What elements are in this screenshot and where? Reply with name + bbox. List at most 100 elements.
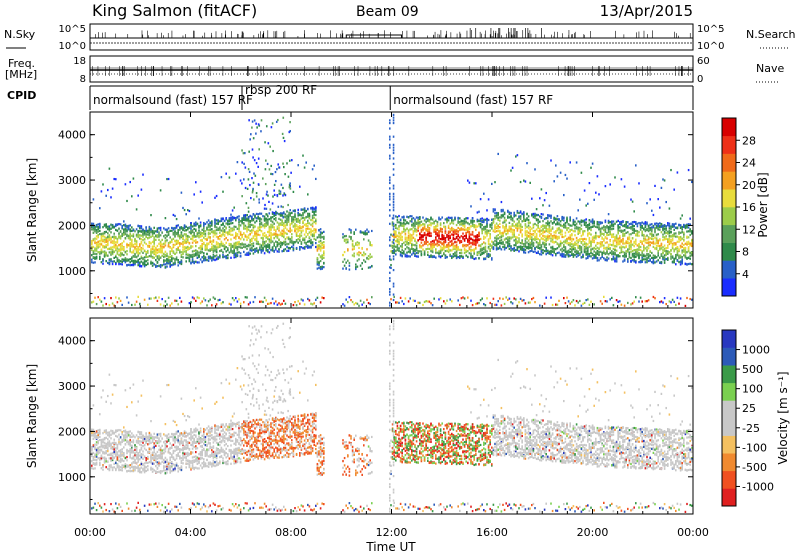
power-cell <box>285 244 287 246</box>
power-cell <box>489 302 491 304</box>
power-cell <box>576 223 578 225</box>
power-cell <box>158 243 160 245</box>
power-cell <box>557 243 559 245</box>
power-cell <box>312 217 314 219</box>
power-cell <box>233 247 235 249</box>
power-cell <box>432 222 434 224</box>
power-cell <box>275 241 277 243</box>
power-cell <box>421 236 423 238</box>
power-cell <box>270 220 272 222</box>
power-cell <box>395 250 397 252</box>
power-cell <box>368 258 370 260</box>
power-cell <box>425 238 427 240</box>
power-cell <box>518 215 520 217</box>
power-cell <box>286 250 288 252</box>
power-cell <box>569 255 571 257</box>
power-cell <box>219 220 221 222</box>
power-cell <box>280 219 282 221</box>
power-cell <box>525 234 527 236</box>
power-cell <box>437 225 439 227</box>
noise-panel: 10^5 10^0 10^5 10^0 <box>59 24 725 52</box>
power-cell <box>579 249 581 251</box>
power-cell <box>237 254 239 256</box>
power-cell <box>454 218 456 220</box>
power-cell <box>529 182 531 184</box>
power-cell <box>553 236 555 238</box>
power-cell <box>270 224 272 226</box>
power-cell <box>566 178 568 180</box>
power-cell <box>217 229 219 231</box>
power-cell <box>307 298 309 300</box>
power-cell <box>133 261 135 263</box>
power-cell <box>529 230 531 232</box>
power-cell <box>117 245 119 247</box>
power-cell <box>197 257 199 259</box>
power-cell <box>302 230 304 232</box>
power-cell <box>427 251 429 253</box>
power-cell <box>403 303 405 305</box>
power-cell <box>136 241 138 243</box>
power-cell <box>544 218 546 220</box>
power-cell <box>406 216 408 218</box>
power-cell <box>233 226 235 228</box>
power-cell <box>137 234 139 236</box>
power-cell <box>241 235 243 237</box>
power-cell <box>406 243 408 245</box>
power-cell <box>581 238 583 240</box>
power-cell <box>187 227 189 229</box>
power-cell <box>421 239 423 241</box>
power-cell <box>126 260 128 262</box>
power-cell <box>451 217 453 219</box>
power-cell <box>409 215 411 217</box>
power-cell <box>526 246 528 248</box>
power-cell <box>579 240 581 242</box>
power-cell <box>529 245 531 247</box>
power-cell <box>93 229 95 231</box>
power-cell <box>541 213 543 215</box>
power-cell <box>408 255 410 257</box>
power-cell <box>518 234 520 236</box>
power-cell <box>563 249 565 251</box>
power-cell <box>309 299 311 301</box>
power-cell <box>494 209 496 211</box>
power-cell <box>133 249 135 251</box>
power-cell <box>227 232 229 234</box>
power-cell <box>518 227 520 229</box>
power-cell <box>497 243 499 245</box>
power-cell <box>238 215 240 217</box>
power-cell <box>225 218 227 220</box>
power-cell <box>509 238 511 240</box>
power-cell <box>565 302 567 304</box>
power-cell <box>408 222 410 224</box>
power-cell <box>291 237 293 239</box>
noise-left-tick-top: 10^5 <box>59 24 86 35</box>
power-cell <box>109 304 111 306</box>
power-cell <box>248 226 250 228</box>
power-cell <box>421 229 423 231</box>
power-cell <box>301 217 303 219</box>
power-cell <box>352 244 354 246</box>
power-cell <box>453 222 455 224</box>
power-cell <box>257 241 259 243</box>
power-cell <box>453 233 455 235</box>
power-cell <box>235 232 237 234</box>
power-cell <box>288 214 290 216</box>
power-cell <box>176 232 178 234</box>
power-cell <box>265 225 267 227</box>
power-cell <box>321 247 323 249</box>
power-cell <box>473 225 475 227</box>
power-cell <box>139 252 141 254</box>
power-cell <box>121 261 123 263</box>
power-cell <box>445 246 447 248</box>
power-cell <box>520 215 522 217</box>
power-cell <box>320 240 322 242</box>
power-cell <box>264 232 266 234</box>
power-cell <box>507 299 509 301</box>
power-cell <box>190 224 192 226</box>
power-cell <box>561 233 563 235</box>
power-cell <box>235 254 237 256</box>
power-cell <box>528 251 530 253</box>
power-cell <box>515 155 517 157</box>
power-cell <box>494 240 496 242</box>
power-cell <box>297 235 299 237</box>
